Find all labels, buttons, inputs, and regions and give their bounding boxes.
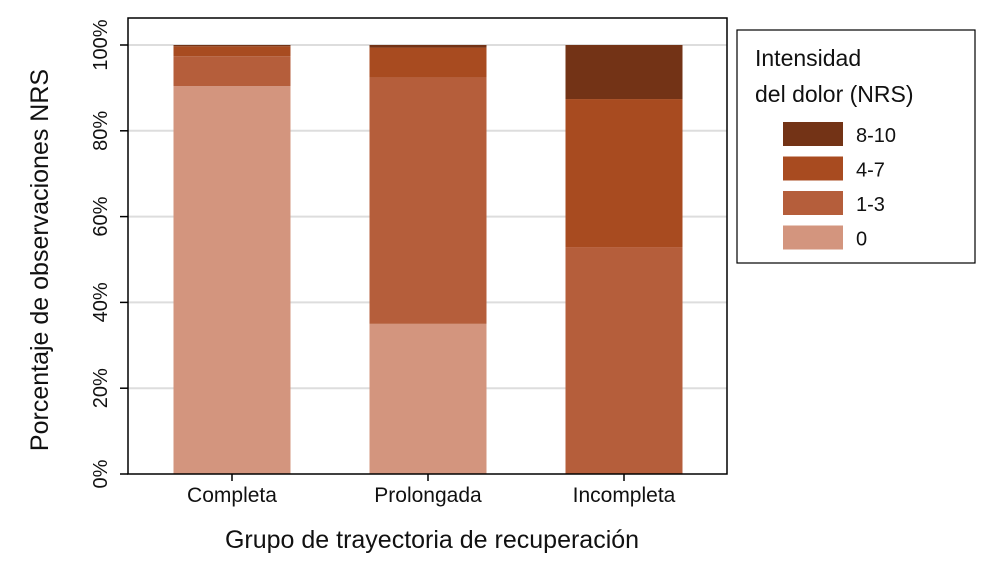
- x-tick-label: Completa: [187, 484, 277, 507]
- y-axis-label: Porcentaje de observaciones NRS: [26, 69, 54, 451]
- legend-title-line-1: Intensidad: [755, 45, 861, 71]
- bar-segment-completa-0: [173, 86, 291, 475]
- bar-segment-prolongada-1-3: [369, 77, 487, 324]
- legend-label: 8-10: [856, 125, 896, 147]
- bar-segment-incompleta-4-7: [565, 99, 683, 248]
- y-tick-label: 100%: [90, 19, 112, 70]
- legend-label: 4-7: [856, 160, 885, 182]
- legend-swatch: [783, 156, 843, 181]
- y-tick-label: 20%: [90, 368, 112, 408]
- legend-label: 1-3: [856, 194, 885, 216]
- bar-segment-incompleta-8-10: [565, 45, 683, 100]
- bar-segment-incompleta-1-3: [565, 247, 683, 474]
- legend: Intensidad del dolor (NRS) 8-10 4-7 1-3 0: [736, 29, 976, 264]
- legend-swatch: [783, 122, 843, 146]
- legend-box: [736, 29, 976, 264]
- y-tick-label: 0%: [90, 459, 112, 488]
- bar-segment-prolongada-8-10: [369, 45, 487, 48]
- x-tick-label: Prolongada: [374, 484, 482, 507]
- bar-segment-completa-8-10: [173, 45, 291, 47]
- legend-swatch: [783, 225, 843, 250]
- bar-segment-prolongada-4-7: [369, 47, 487, 78]
- bar-segment-completa-4-7: [173, 46, 291, 57]
- x-axis-label: Grupo de trayectoria de recuperación: [225, 526, 639, 554]
- y-tick-label: 40%: [90, 282, 112, 322]
- bar-segment-prolongada-0: [369, 323, 487, 474]
- legend-swatch: [783, 191, 843, 215]
- x-tick-label: Incompleta: [573, 484, 676, 507]
- legend-label: 0: [856, 229, 867, 251]
- y-tick-label: 80%: [90, 111, 112, 151]
- y-tick-label: 60%: [90, 196, 112, 236]
- bar-segment-completa-1-3: [173, 56, 291, 87]
- legend-title-line-2: del dolor (NRS): [755, 81, 914, 107]
